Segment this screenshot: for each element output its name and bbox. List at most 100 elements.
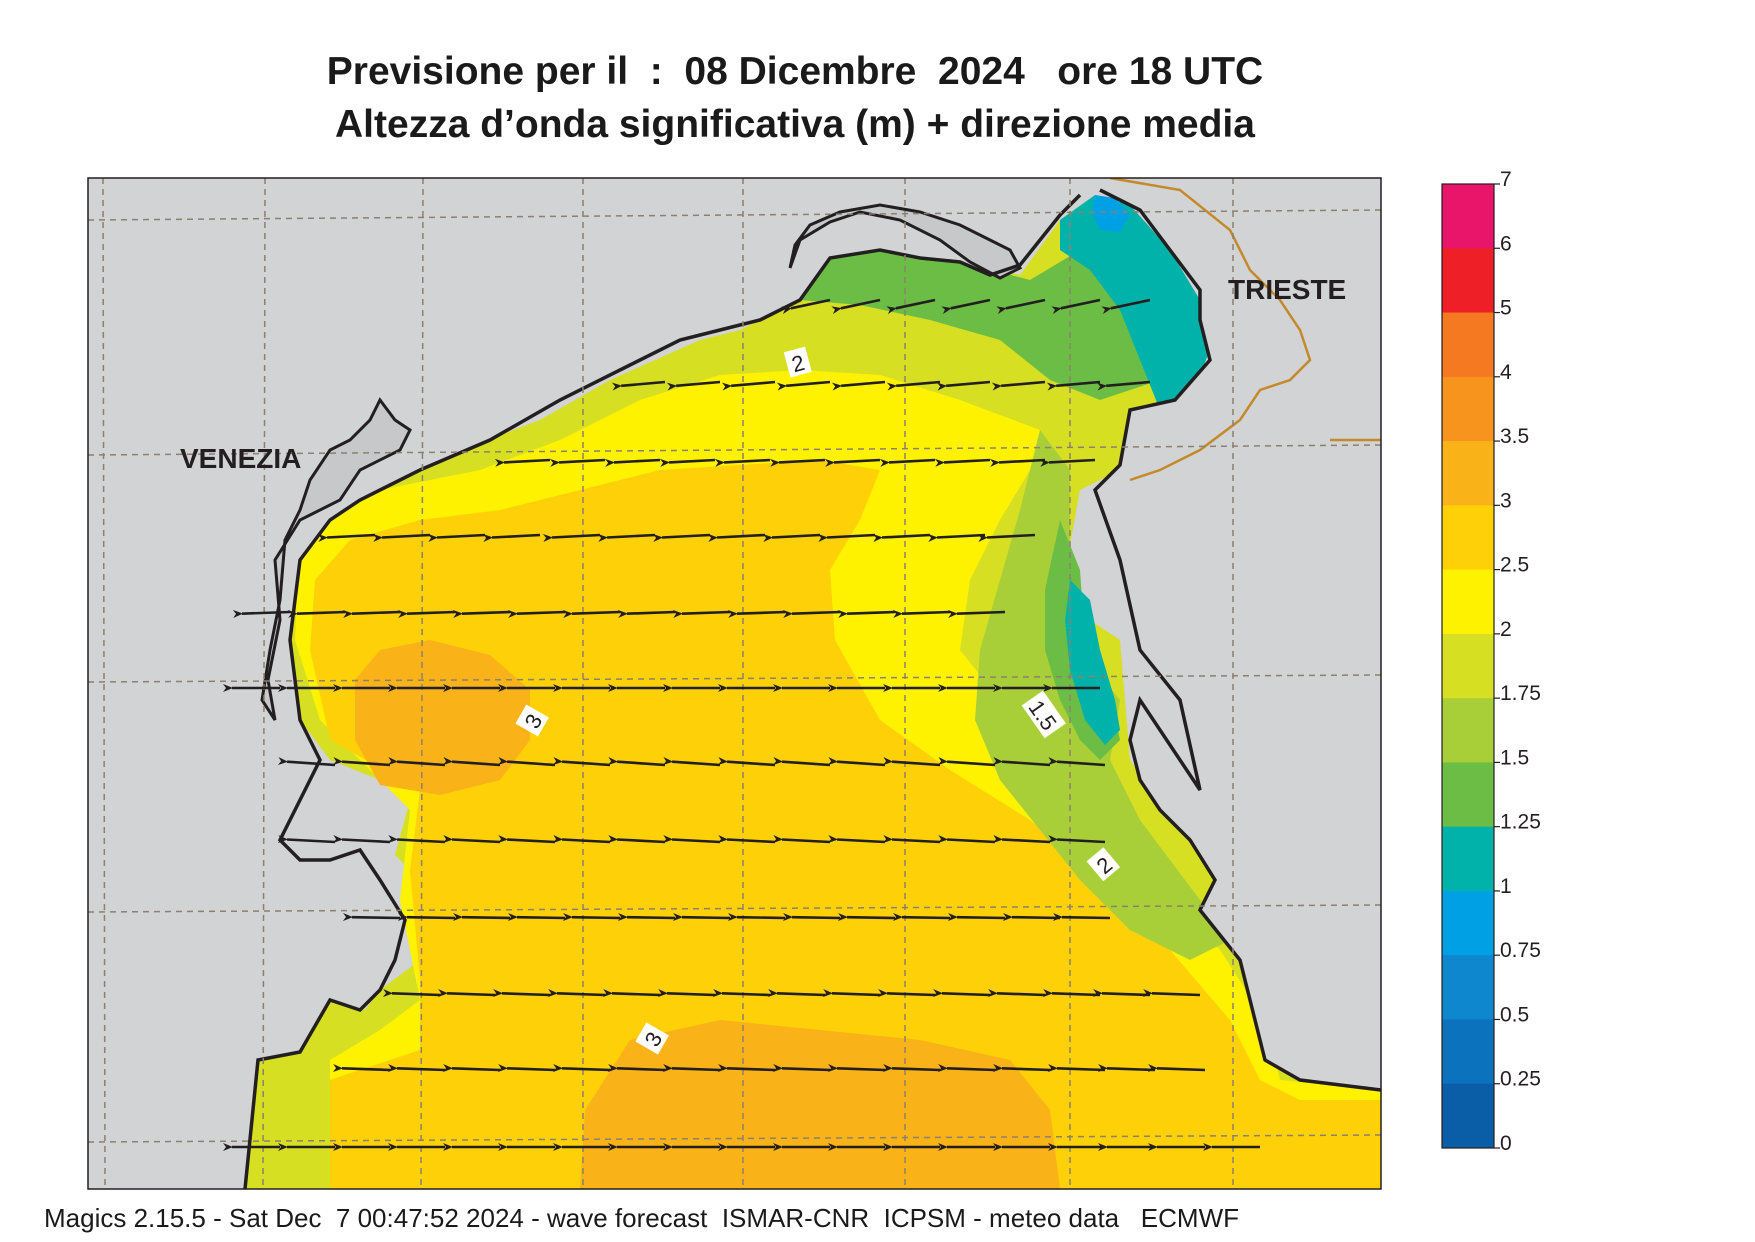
direction-arrow [937, 835, 996, 844]
legend-tick-label: 1 [1500, 875, 1512, 898]
direction-arrow [1002, 913, 1061, 922]
direction-arrow [1047, 1064, 1106, 1073]
direction-arrow [494, 458, 551, 467]
direction-arrow [452, 609, 511, 618]
direction-arrow [886, 298, 936, 315]
legend-swatch [1442, 312, 1494, 378]
direction-arrow [507, 913, 566, 922]
istria-land [1095, 178, 1381, 1090]
direction-arrow [782, 913, 841, 922]
direction-arrow [937, 757, 996, 767]
direction-arrow [652, 533, 711, 542]
direction-arrow [1097, 1064, 1156, 1073]
direction-arrow [1142, 989, 1201, 998]
direction-arrow [1092, 989, 1151, 998]
legend-tick-label: 0.25 [1500, 1068, 1541, 1091]
legend-swatch [1442, 826, 1494, 892]
direction-arrow [332, 835, 391, 844]
direction-arrow [1052, 913, 1111, 922]
direction-arrow [714, 458, 771, 467]
direction-arrow [549, 458, 606, 467]
legend-swatch [1442, 569, 1494, 635]
direction-arrow [831, 380, 886, 391]
direction-arrow [992, 835, 1051, 844]
legend-swatch [1442, 441, 1494, 506]
direction-arrow [332, 1064, 391, 1073]
direction-arrow [387, 835, 446, 844]
direction-arrow [1051, 298, 1101, 315]
legend-swatch [1442, 376, 1494, 442]
legend-tick-label: 0.75 [1500, 939, 1541, 962]
legend-tick-label: 2 [1500, 618, 1512, 641]
legend-tick-label: 3.5 [1500, 425, 1529, 448]
direction-arrow [707, 533, 766, 542]
direction-arrow [1147, 1064, 1206, 1073]
direction-arrow [927, 533, 986, 542]
direction-arrow [947, 913, 1006, 922]
direction-arrow [991, 380, 1046, 391]
direction-arrow [782, 609, 841, 618]
legend-tick-label: 5 [1500, 297, 1512, 320]
direction-arrow [387, 1064, 446, 1073]
direction-arrow [542, 533, 601, 542]
forecast-title: Previsione per il : 08 Dicembre 2024 ore… [326, 50, 1264, 93]
direction-arrow [772, 835, 831, 844]
direction-arrow [382, 989, 441, 998]
direction-arrow [987, 989, 1046, 998]
direction-arrow [822, 989, 881, 998]
direction-arrow [1046, 380, 1101, 391]
direction-arrow [1042, 989, 1101, 998]
direction-arrow [672, 913, 731, 922]
direction-arrow [827, 835, 886, 844]
legend-swatch [1442, 633, 1494, 699]
legend-swatch [1442, 505, 1494, 571]
direction-arrow [934, 458, 991, 467]
direction-arrow [597, 533, 656, 542]
direction-arrow [662, 1064, 721, 1073]
direction-arrow [1047, 835, 1106, 844]
contour-3-3.5-west [355, 640, 530, 795]
direction-arrow [452, 913, 511, 922]
direction-arrow [824, 458, 881, 467]
legend-tick-label: 4 [1500, 361, 1512, 384]
contour-labels: 2 3 1.5 2 3 [515, 346, 1121, 1055]
direction-arrow [427, 533, 486, 542]
legend-tick-label: 3 [1500, 489, 1512, 512]
direction-arrow [372, 533, 431, 542]
direction-arrow [932, 989, 991, 998]
direction-arrow [387, 757, 446, 767]
direction-arrow [947, 609, 1006, 618]
border-line [1109, 178, 1381, 482]
legend-swatch [1442, 1019, 1494, 1085]
direction-arrow [562, 913, 621, 922]
direction-arrow [992, 1064, 1051, 1073]
direction-arrow [721, 380, 776, 391]
direction-arrow [992, 757, 1051, 767]
direction-arrow [1047, 757, 1106, 767]
legend-swatch [1442, 890, 1494, 956]
direction-arrow [837, 609, 896, 618]
direction-arrow [277, 835, 336, 844]
direction-arrow [1039, 458, 1096, 467]
direction-arrow [877, 989, 936, 998]
direction-arrow [882, 835, 941, 844]
graticule [88, 178, 1381, 1189]
legend-swatch [1442, 248, 1494, 314]
direction-arrow [936, 380, 991, 391]
direction-arrow [437, 989, 496, 998]
legend-tick-label: 1.25 [1500, 811, 1541, 834]
direction-arrow [772, 1064, 831, 1073]
direction-arrow [937, 1064, 996, 1073]
legend-swatch [1442, 955, 1494, 1020]
wave-direction-arrows [223, 298, 1260, 1151]
direction-arrow [831, 298, 881, 315]
direction-arrow [497, 835, 556, 844]
direction-arrow [892, 609, 951, 618]
direction-arrow [837, 913, 896, 922]
legend-tick-label: 1.75 [1500, 682, 1541, 705]
contour-0.75-1-north [1092, 195, 1130, 232]
direction-arrow [552, 1064, 611, 1073]
direction-arrow [1096, 380, 1151, 391]
direction-arrow [817, 533, 876, 542]
